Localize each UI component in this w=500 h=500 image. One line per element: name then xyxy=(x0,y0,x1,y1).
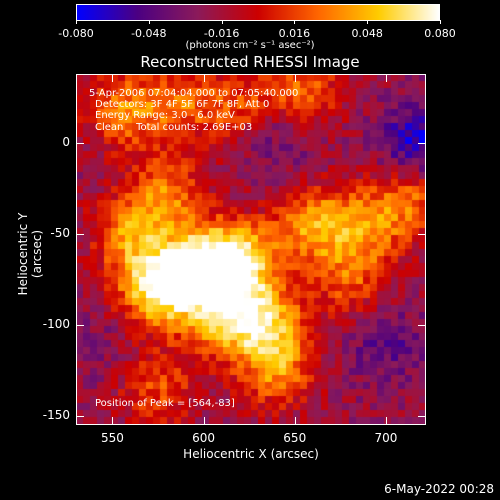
x-tick-mark xyxy=(385,74,387,82)
x-tick-mark xyxy=(294,74,296,82)
annotation-clean: Clean Total counts: 2.69E+03 xyxy=(95,122,253,133)
annotation-time-range: 5-Apr-2006 07:04:04.000 to 07:05:40.000 xyxy=(89,88,299,99)
x-tick-label: 600 xyxy=(192,431,216,445)
x-tick-mark xyxy=(294,417,296,425)
y-tick-label: -150 xyxy=(42,407,70,422)
annotation-energy: Energy Range: 3.0 - 6.0 keV xyxy=(95,110,235,121)
y-tick-mark xyxy=(76,234,84,236)
x-tick-mark xyxy=(112,417,114,425)
x-tick-label: 650 xyxy=(283,431,307,445)
x-tick-mark xyxy=(203,74,205,82)
x-tick-mark xyxy=(385,417,387,425)
annotation-peak: Position of Peak = [564,-83] xyxy=(95,398,235,409)
colorbar-tick-mark xyxy=(440,20,441,24)
x-tick-label: 550 xyxy=(101,431,124,445)
y-tick-label: -50 xyxy=(50,226,70,241)
colorbar-tick-label: 0.080 xyxy=(424,27,456,40)
colorbar-tick-mark xyxy=(76,20,77,24)
y-tick-mark xyxy=(418,324,426,326)
y-tick-label: 0 xyxy=(62,135,70,150)
x-tick-label: 700 xyxy=(374,431,398,445)
y-tick-mark xyxy=(418,143,426,145)
colorbar xyxy=(76,4,440,21)
chart-title: Reconstructed RHESSI Image xyxy=(140,53,360,71)
x-tick-mark xyxy=(203,417,205,425)
x-tick-mark xyxy=(112,74,114,82)
colorbar-tick-label: 0.048 xyxy=(351,27,383,40)
y-tick-mark xyxy=(418,415,426,417)
plot-area: 5-Apr-2006 07:04:04.000 to 07:05:40.000 … xyxy=(76,74,426,425)
y-tick-mark xyxy=(76,143,84,145)
colorbar-tick-mark xyxy=(148,20,150,24)
colorbar-tick-label: -0.048 xyxy=(131,27,167,40)
colorbar-tick-mark xyxy=(294,20,296,24)
heatmap-image xyxy=(76,74,426,425)
y-tick-mark xyxy=(418,234,426,236)
colorbar-label: (photons cm⁻² s⁻¹ asec⁻²) xyxy=(185,40,315,51)
y-tick-mark xyxy=(76,324,84,326)
date-stamp: 6-May-2022 00:28 xyxy=(384,482,494,496)
x-axis-label: Heliocentric X (arcsec) xyxy=(183,447,319,461)
y-axis-label: Heliocentric Y (arcsec) xyxy=(16,212,44,296)
colorbar-tick-mark xyxy=(221,20,223,24)
colorbar-tick-mark xyxy=(367,20,369,24)
colorbar-tick-label: 0.016 xyxy=(278,27,311,40)
y-tick-label: -100 xyxy=(42,316,70,331)
colorbar-tick-label: -0.016 xyxy=(203,27,240,40)
colorbar-tick-label: -0.080 xyxy=(58,27,94,40)
annotation-detectors: Detectors: 3F 4F 5F 6F 7F 8F, Att 0 xyxy=(95,99,270,110)
y-tick-mark xyxy=(76,415,84,417)
